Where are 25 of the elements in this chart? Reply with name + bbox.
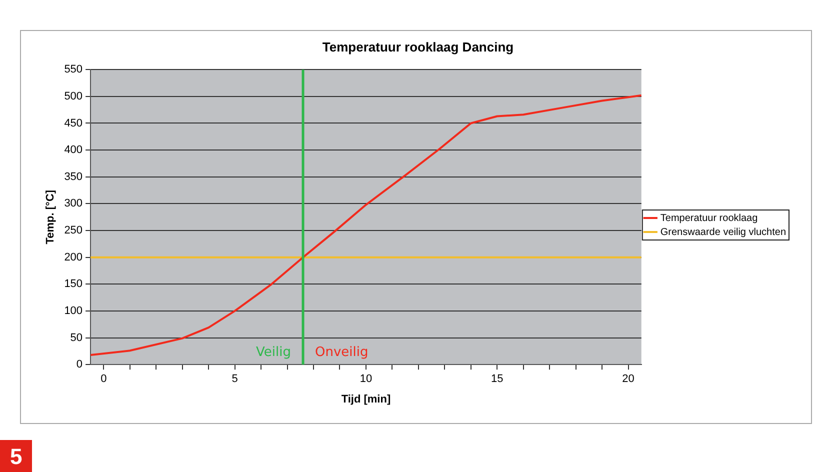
y-tick-label: 350 [64,170,83,183]
y-axis-title: Temp. [°C] [44,190,57,244]
annotation: Onveilig [315,344,368,360]
y-tick-label: 0 [76,358,83,371]
y-tick-label: 300 [64,198,83,210]
x-tick-label: 5 [232,373,238,386]
annotation: Veilig [256,344,292,360]
x-tick-label: 0 [100,373,107,386]
y-tick-label: 450 [64,117,83,130]
x-axis-title: Tijd [min] [341,393,391,406]
x-tick-label: 20 [622,373,634,386]
y-tick-label: 400 [64,144,83,156]
y-tick-label: 500 [64,90,83,102]
x-tick-label: 15 [490,373,504,386]
y-tick-label: 100 [64,304,83,317]
x-tick-label: 10 [360,373,372,386]
y-tick-label: 150 [64,278,83,290]
y-tick-label: 50 [70,332,83,344]
text: 5 [0,440,32,472]
chart-title: Temperatuur rooklaag Dancing [322,39,514,54]
y-tick-label: 250 [64,224,83,237]
y-tick-label: 200 [64,251,83,264]
legend-label: Grenswaarde veilig vluchten [660,226,786,238]
legend-label: Temperatuur rooklaag [660,212,758,224]
y-tick-label: 550 [64,64,83,76]
